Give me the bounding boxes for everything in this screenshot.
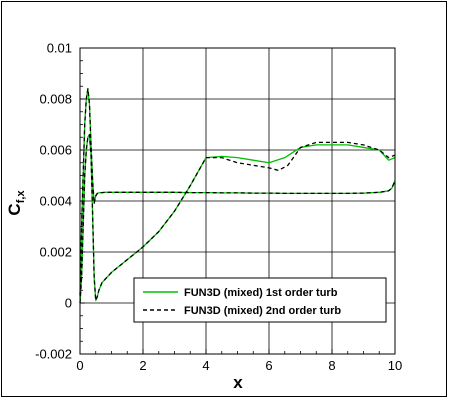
series-first-order-lower-line [79, 134, 396, 304]
y-tick-label: 0.008 [39, 92, 72, 107]
y-axis-label: Cf,x [5, 190, 27, 216]
x-tick-label: 6 [265, 358, 272, 373]
y-tick-label: 0.004 [39, 194, 72, 209]
series-layer [79, 88, 396, 304]
x-tick-label: 2 [139, 358, 146, 373]
x-tick-label: 0 [76, 358, 83, 373]
ticks: 0 2 4 6 8 10 -0.002 0 0.002 0.004 0.006 0.008 0.01 [35, 41, 402, 374]
x-tick-label: 10 [388, 358, 402, 373]
x-tick-label: 8 [328, 358, 335, 373]
legend: FUN3D (mixed) 1st order turb FUN3D (mixe… [133, 277, 387, 323]
y-tick-label: -0.002 [35, 347, 72, 362]
series-second-order-lower-line [79, 134, 396, 304]
y-tick-label: 0 [65, 296, 72, 311]
series-first-order-upper-line [79, 88, 396, 296]
legend-label-first-order: FUN3D (mixed) 1st order turb [184, 287, 338, 299]
y-tick-label: 0.002 [39, 245, 72, 260]
series-second-order-upper-line [79, 88, 396, 296]
y-axis-label-main: C [5, 203, 24, 215]
legend-box [133, 277, 387, 323]
y-tick-label: 0.006 [39, 143, 72, 158]
y-tick-label: 0.01 [47, 41, 72, 56]
svg-text:Cf,x: Cf,x [5, 190, 27, 216]
x-axis-label: x [233, 373, 243, 392]
x-tick-label: 4 [202, 358, 209, 373]
y-axis-label-subscript: f,x [15, 190, 27, 204]
legend-label-second-order: FUN3D (mixed) 2nd order turb [184, 305, 341, 317]
